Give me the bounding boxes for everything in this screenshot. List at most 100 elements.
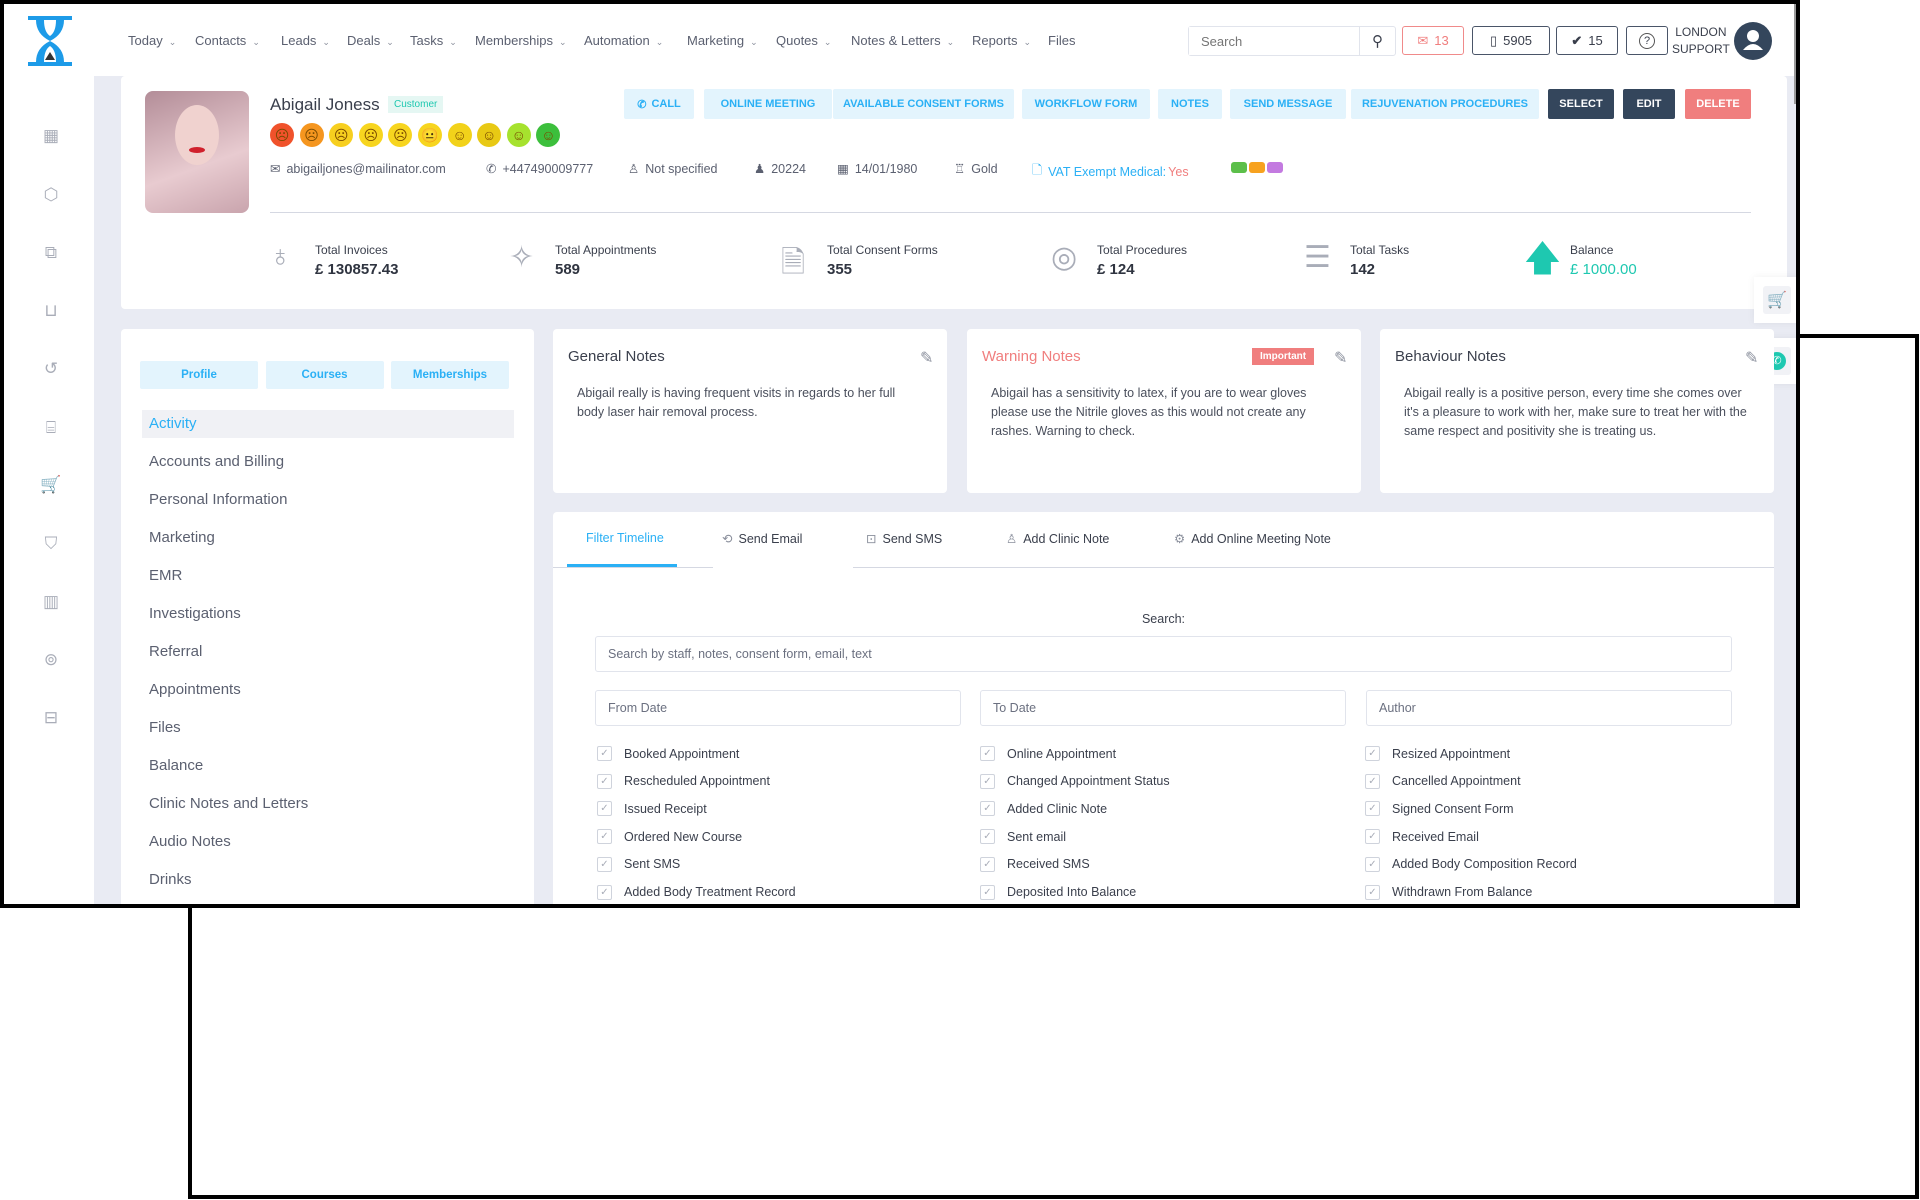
nav-item[interactable]: Memberships ⌄ (475, 33, 567, 48)
box-icon[interactable]: ⬡ (43, 185, 59, 204)
nav-item[interactable]: Leads ⌄ (281, 33, 330, 48)
rating-face-icon[interactable]: 😐 (418, 123, 442, 147)
menu-item-referral[interactable]: Referral (149, 643, 203, 660)
lock-icon[interactable]: ⊟ (43, 708, 59, 727)
filter-checkbox[interactable]: ✓ Booked Appointment (597, 746, 739, 761)
menu-item-activity[interactable]: Activity (149, 415, 197, 432)
color-tag[interactable] (1267, 162, 1283, 173)
filter-checkbox[interactable]: ✓ Changed Appointment Status (980, 773, 1170, 789)
filter-checkbox[interactable]: ✓ Online Appointment (980, 746, 1116, 761)
filter-checkbox[interactable]: ✓ Added Body Treatment Record (597, 884, 796, 900)
search-input[interactable] (1189, 27, 1359, 55)
checkbox-icon[interactable]: ✓ (1365, 856, 1380, 872)
call-button[interactable]: ✆ CALL (624, 89, 694, 119)
color-tag[interactable] (1231, 162, 1247, 173)
filter-checkbox[interactable]: ✓ Received SMS (980, 856, 1090, 872)
checkbox-icon[interactable]: ✓ (980, 801, 995, 817)
tab-memberships[interactable]: Memberships (391, 361, 509, 389)
report-icon[interactable]: ▥ (42, 592, 60, 611)
filter-checkbox[interactable]: ✓ Issued Receipt (597, 801, 707, 817)
search-icon[interactable]: ⚲ (1359, 27, 1395, 55)
filter-checkbox[interactable]: ✓ Ordered New Course (597, 829, 742, 845)
menu-item-investigations[interactable]: Investigations (149, 605, 241, 622)
to-date-input[interactable]: To Date (980, 690, 1346, 726)
tab-filter-timeline[interactable]: Filter Timeline (586, 531, 664, 545)
menu-item-clinic-notes-and-letters[interactable]: Clinic Notes and Letters (149, 795, 309, 812)
online-meeting-button[interactable]: ONLINE MEETING (704, 89, 832, 119)
checkbox-icon[interactable]: ✓ (980, 884, 995, 900)
copy-icon[interactable]: ⧉ (44, 243, 58, 262)
filter-checkbox[interactable]: ✓ Withdrawn From Balance (1365, 884, 1532, 900)
from-date-input[interactable]: From Date (595, 690, 961, 726)
checkbox-icon[interactable]: ✓ (597, 856, 612, 872)
checkbox-icon[interactable]: ✓ (597, 801, 612, 817)
nav-item[interactable]: Files (1048, 33, 1081, 48)
checkbox-icon[interactable]: ✓ (597, 773, 612, 789)
tab-add-clinic-note[interactable]: ♙ Add Clinic Note (1006, 531, 1109, 547)
user-name[interactable]: LONDON SUPPORT (1672, 24, 1730, 58)
rating-face-icon[interactable]: ☺ (447, 123, 472, 147)
filter-checkbox[interactable]: ✓ Signed Consent Form (1365, 801, 1514, 817)
rejuvenation-button[interactable]: REJUVENATION PROCEDURES (1351, 89, 1539, 119)
tab-send-email[interactable]: ⟲ Send Email (722, 531, 802, 547)
nav-item[interactable]: Contacts ⌄ (195, 33, 260, 48)
search-box[interactable]: ⚲ (1188, 26, 1396, 56)
rating-face-icon[interactable]: ☹ (358, 123, 383, 147)
menu-item-audio-notes[interactable]: Audio Notes (149, 833, 231, 850)
tab-send-sms[interactable]: ⊡ Send SMS (866, 531, 942, 547)
history-icon[interactable]: ↺ (43, 359, 59, 378)
filter-checkbox[interactable]: ✓ Rescheduled Appointment (597, 773, 770, 789)
user-sync-icon[interactable]: ⊚ (43, 650, 59, 669)
checkbox-icon[interactable]: ✓ (1365, 773, 1380, 789)
color-tag[interactable] (1249, 162, 1265, 173)
checkbox-icon[interactable]: ✓ (1365, 829, 1380, 845)
select-button[interactable]: SELECT (1548, 89, 1614, 119)
filter-checkbox[interactable]: ✓ Sent email (980, 829, 1066, 845)
tasks-button[interactable]: ✔ 15 (1556, 26, 1618, 55)
phone-button[interactable]: ▯ 5905 (1472, 26, 1550, 55)
tab-add-online-meeting-note[interactable]: ⚙ Add Online Meeting Note (1174, 531, 1331, 547)
checkbox-icon[interactable]: ✓ (980, 746, 995, 761)
filter-checkbox[interactable]: ✓ Received Email (1365, 829, 1479, 845)
menu-item-drinks[interactable]: Drinks (149, 871, 192, 888)
tag-icon[interactable]: ⛉ (44, 534, 58, 553)
menu-item-appointments[interactable]: Appointments (149, 681, 241, 698)
tab-courses[interactable]: Courses (265, 361, 384, 389)
edit-pencil-icon[interactable]: ✎ (1334, 350, 1348, 367)
filter-checkbox[interactable]: ✓ Deposited Into Balance (980, 884, 1136, 900)
gift-icon[interactable]: ⌸ (45, 418, 57, 437)
timeline-search-input[interactable]: Search by staff, notes, consent form, em… (595, 636, 1732, 672)
checkbox-icon[interactable]: ✓ (980, 856, 995, 872)
cart-float-button[interactable]: 🛒 (1754, 277, 1796, 323)
bag-icon[interactable]: ⊔ (44, 301, 58, 320)
nav-item[interactable]: Deals ⌄ (347, 33, 394, 48)
author-input[interactable]: Author (1366, 690, 1732, 726)
rating-face-icon[interactable]: ☹ (329, 123, 354, 147)
mail-button[interactable]: ✉ 13 (1402, 26, 1464, 55)
filter-checkbox[interactable]: ✓ Added Body Composition Record (1365, 856, 1577, 872)
rating-face-icon[interactable]: ☹ (270, 123, 294, 147)
help-button[interactable]: ? (1626, 26, 1668, 55)
checkbox-icon[interactable]: ✓ (597, 746, 612, 761)
nav-item[interactable]: Marketing ⌄ (687, 33, 758, 48)
consent-button[interactable]: AVAILABLE CONSENT FORMS (833, 89, 1014, 119)
filter-checkbox[interactable]: ✓ Resized Appointment (1365, 746, 1510, 761)
menu-item-emr[interactable]: EMR (149, 567, 183, 584)
nav-item[interactable]: Tasks ⌄ (410, 33, 457, 48)
calendar-icon[interactable]: ▦ (42, 126, 60, 145)
checkbox-icon[interactable]: ✓ (1365, 884, 1380, 900)
nav-item[interactable]: Automation ⌄ (584, 33, 663, 48)
nav-item[interactable]: Quotes ⌄ (776, 33, 831, 48)
nav-item[interactable]: Reports ⌄ (972, 33, 1031, 48)
rating-face-icon[interactable]: ☺ (536, 123, 561, 147)
avatar[interactable] (1734, 22, 1772, 60)
checkbox-icon[interactable]: ✓ (1365, 801, 1380, 817)
menu-item-marketing[interactable]: Marketing (149, 529, 215, 546)
checkbox-icon[interactable]: ✓ (597, 829, 612, 845)
nav-item[interactable]: Notes & Letters ⌄ (851, 33, 954, 48)
edit-pencil-icon[interactable]: ✎ (1745, 350, 1759, 367)
scrollbar[interactable] (1794, 4, 1796, 104)
filter-checkbox[interactable]: ✓ Added Clinic Note (980, 801, 1107, 817)
menu-item-personal-information[interactable]: Personal Information (149, 491, 288, 508)
checkbox-icon[interactable]: ✓ (597, 884, 612, 900)
